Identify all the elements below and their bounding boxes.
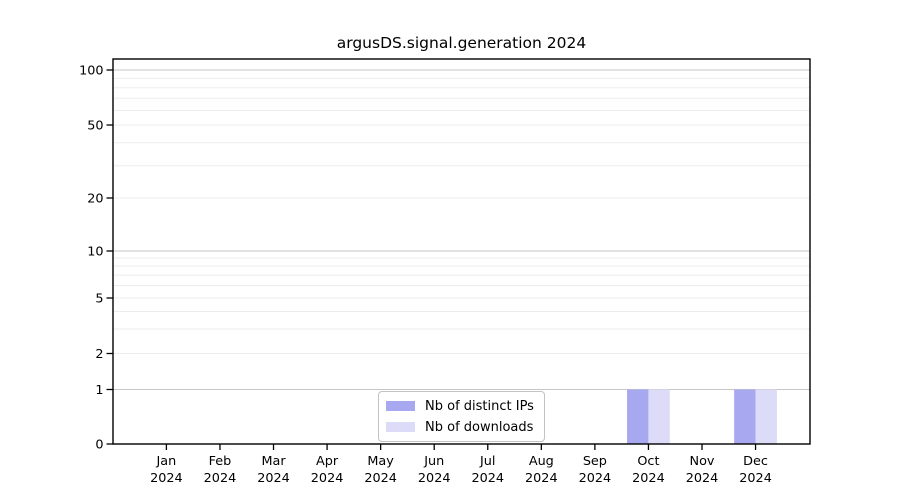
y-tick-label: 1 — [95, 383, 103, 398]
x-tick-label-month: Dec — [743, 454, 768, 469]
y-tick-label: 5 — [95, 292, 103, 307]
x-tick-label-year: 2024 — [525, 471, 558, 486]
x-tick-label-year: 2024 — [204, 471, 237, 486]
x-tick-label-year: 2024 — [686, 471, 719, 486]
y-tick-label: 2 — [95, 347, 103, 362]
x-tick-label-month: Mar — [261, 454, 286, 469]
x-tick-label-year: 2024 — [150, 471, 183, 486]
x-tick-label-year: 2024 — [257, 471, 290, 486]
y-tick-label: 100 — [79, 64, 103, 79]
y-tick-label: 0 — [95, 438, 103, 453]
x-tick-label-year: 2024 — [418, 471, 451, 486]
x-tick-label-year: 2024 — [579, 471, 612, 486]
x-tick-label-month: May — [367, 454, 394, 469]
x-tick-label-year: 2024 — [471, 471, 504, 486]
x-tick-label-year: 2024 — [739, 471, 772, 486]
y-tick-label: 10 — [87, 245, 103, 260]
legend-label-downloads: Nb of downloads — [425, 419, 534, 435]
legend-swatch-distinct-ips — [386, 401, 415, 411]
y-tick-label: 20 — [87, 192, 103, 207]
legend-item-downloads: Nb of downloads — [386, 418, 536, 436]
x-tick-label-month: Jan — [156, 454, 177, 469]
bar-downloads-oct — [648, 389, 670, 444]
x-tick-label-month: Oct — [637, 454, 659, 469]
x-tick-label-month: Feb — [209, 454, 232, 469]
x-tick-label-month: Apr — [316, 454, 339, 469]
x-tick-label-month: Sep — [583, 454, 607, 469]
legend: Nb of distinct IPs Nb of downloads — [378, 391, 545, 442]
y-tick-label: 50 — [87, 119, 103, 134]
x-tick-label-month: Aug — [529, 454, 554, 469]
x-tick-label-month: Jun — [423, 454, 444, 469]
x-tick-label-month: Jul — [479, 454, 495, 469]
x-tick-label-year: 2024 — [632, 471, 665, 486]
bar-downloads-dec — [755, 389, 777, 444]
x-tick-label-year: 2024 — [364, 471, 397, 486]
chart-title: argusDS.signal.generation 2024 — [336, 34, 587, 52]
legend-label-distinct-ips: Nb of distinct IPs — [425, 398, 534, 414]
legend-swatch-downloads — [386, 422, 415, 432]
x-tick-label-month: Nov — [690, 454, 715, 469]
bar-distinct-ips-oct — [627, 389, 649, 444]
x-tick-label-year: 2024 — [311, 471, 344, 486]
bar-distinct-ips-dec — [734, 389, 756, 444]
legend-item-distinct-ips: Nb of distinct IPs — [386, 397, 536, 415]
